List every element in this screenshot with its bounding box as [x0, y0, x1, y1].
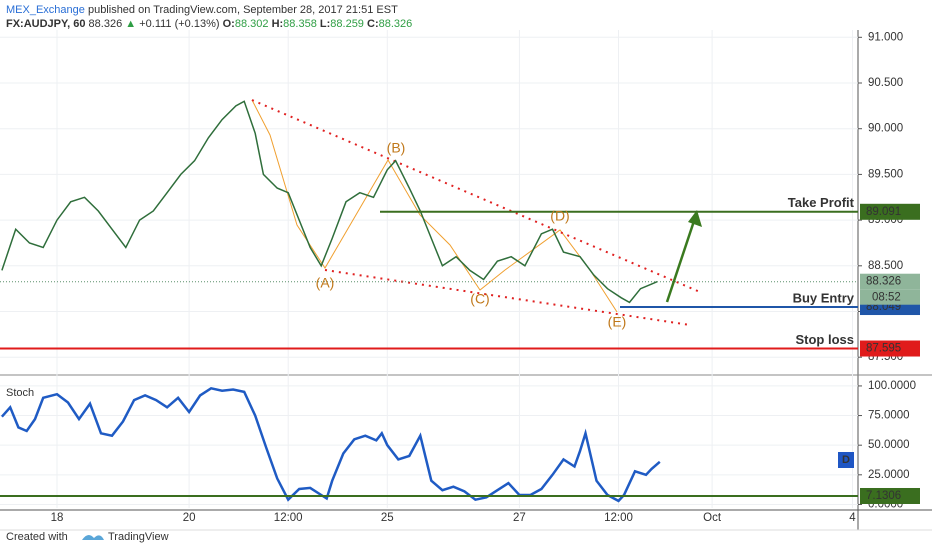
up-arrow: ▲	[125, 18, 136, 30]
high-label: H:	[272, 18, 284, 30]
stoch-level-value: 7.1306	[866, 490, 901, 502]
y-tick-label: 75.0000	[868, 410, 910, 422]
header-ohlc: FX:AUDJPY, 60 88.326 ▲ +0.111 (+0.13%) O…	[6, 18, 412, 30]
x-tick-label: 4	[849, 512, 856, 524]
brand[interactable]: TradingView	[108, 531, 169, 543]
upper-trendline	[251, 99, 701, 293]
level-label: Take Profit	[788, 195, 855, 210]
level-label: Buy Entry	[793, 290, 855, 305]
series-line	[1, 100, 658, 304]
y-tick-label: 25.0000	[868, 469, 910, 481]
target-arrowhead	[688, 210, 702, 227]
level-value: 87.595	[866, 343, 901, 355]
y-tick-label: 90.000	[868, 123, 903, 135]
badge: D	[842, 454, 850, 466]
level-value-box	[860, 340, 920, 357]
last-price-box	[860, 273, 920, 290]
x-tick-label: 18	[51, 512, 64, 524]
brand-logo	[82, 534, 104, 540]
published: published on TradingView.com, September …	[88, 4, 398, 16]
level-value-box	[860, 203, 920, 220]
level-value: 89.091	[866, 206, 901, 218]
wave-label: (D)	[550, 208, 569, 224]
stoch-title: Stoch	[6, 387, 34, 399]
level-label: Stop loss	[795, 332, 854, 347]
x-tick-label: Oct	[703, 512, 722, 524]
price: 88.326	[89, 18, 123, 30]
open-label: O:	[223, 18, 235, 30]
y-tick-label: 90.500	[868, 77, 903, 89]
close-label: C:	[367, 18, 379, 30]
y-tick-label: 89.500	[868, 168, 903, 180]
series-line	[0, 386, 661, 503]
open: 88.302	[235, 18, 269, 30]
x-tick-label: 27	[513, 512, 526, 524]
close: 88.326	[379, 18, 413, 30]
target-arrow	[665, 217, 697, 303]
wave-label: (C)	[470, 291, 489, 307]
x-tick-label: 12:00	[604, 512, 633, 524]
high: 88.358	[283, 18, 317, 30]
y-tick-label: 50.0000	[868, 439, 910, 451]
author[interactable]: MEX_Exchange	[6, 4, 85, 16]
last-price: 88.326	[866, 276, 901, 288]
low: 88.259	[330, 18, 364, 30]
y-tick-label: 100.0000	[868, 380, 916, 392]
y-tick-label: 91.000	[868, 31, 903, 43]
y-tick-label: 88.500	[868, 260, 903, 272]
x-tick-label: 12:00	[274, 512, 303, 524]
wave-label: (A)	[316, 275, 335, 291]
symbol: FX:AUDJPY, 60	[6, 18, 85, 30]
change: +0.111 (+0.13%)	[139, 18, 219, 30]
countdown-box	[860, 289, 920, 305]
header-line: MEX_Exchange published on TradingView.co…	[6, 4, 398, 16]
wave-zigzag	[251, 99, 618, 313]
wave-label: (E)	[608, 314, 627, 330]
wave-label: (B)	[387, 140, 406, 156]
x-tick-label: 20	[183, 512, 196, 524]
badge-box	[838, 452, 854, 468]
created-with: Created with	[6, 531, 68, 543]
stoch-level-box	[860, 487, 920, 504]
x-tick-label: 25	[381, 512, 394, 524]
low-label: L:	[320, 18, 330, 30]
countdown: 08:52	[872, 292, 901, 304]
